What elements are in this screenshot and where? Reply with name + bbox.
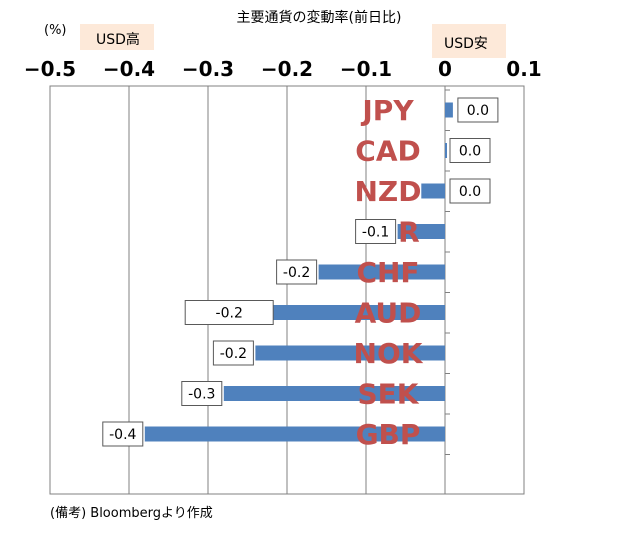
x-tick-label: −0.3 xyxy=(182,57,234,81)
data-label-chf: -0.2 xyxy=(283,265,310,281)
data-label-eur: -0.1 xyxy=(362,225,389,241)
data-label-nzd: 0.0 xyxy=(459,184,481,200)
source-note: (備考) Bloombergより作成 xyxy=(50,505,213,521)
bar-nzd xyxy=(421,183,445,199)
x-tick-label: 0.1 xyxy=(506,57,541,81)
data-label-gbp: -0.4 xyxy=(109,427,136,443)
chart-title: 主要通貨の変動率(前日比) xyxy=(237,9,402,26)
data-label-aud: -0.2 xyxy=(216,306,243,322)
data-label-box xyxy=(102,421,144,447)
data-label-box xyxy=(355,219,397,244)
bar-aud xyxy=(271,305,445,320)
data-labels: 0.0 0.0 0.0 -0.1 -0.2 -0.2 -0.2 -0.3 -0.4 xyxy=(102,97,499,447)
bar-chf xyxy=(318,264,445,280)
category-label-nzd: NZD xyxy=(355,175,422,208)
data-label-cad: 0.0 xyxy=(459,144,481,160)
category-label-chf: CHF xyxy=(356,256,419,289)
data-label-box xyxy=(449,178,491,204)
usd-strong-label: USD高 xyxy=(96,31,140,48)
category-label-nok: NOK xyxy=(354,337,424,370)
data-label-box xyxy=(276,259,318,285)
data-label-box xyxy=(457,97,499,123)
category-label-gbp: GBP xyxy=(356,418,421,451)
data-label-nok: -0.2 xyxy=(220,346,247,362)
category-labels: JPYCADNZDEURCHFAUDNOKSEKGBP xyxy=(354,94,424,451)
category-label-aud: AUD xyxy=(355,297,422,330)
bar-eur xyxy=(397,224,445,239)
x-tick-label: 0 xyxy=(438,57,452,81)
data-label-jpy: 0.0 xyxy=(467,103,489,119)
bar-sek xyxy=(223,386,445,401)
category-label-jpy: JPY xyxy=(360,94,414,127)
category-label-sek: SEK xyxy=(358,378,420,411)
usd-weak-label-bg xyxy=(432,24,506,58)
x-tick-labels: −0.5 −0.4 −0.3 −0.2 −0.1 0 0.1 xyxy=(24,57,542,81)
bar-nok xyxy=(255,345,445,361)
x-tick-label: −0.4 xyxy=(103,57,155,81)
category-label-cad: CAD xyxy=(355,135,420,168)
bar-cad xyxy=(445,143,447,158)
unit-label: (%) xyxy=(44,23,67,38)
x-tick-label: −0.1 xyxy=(340,57,392,81)
x-tick-label: −0.5 xyxy=(24,57,76,81)
data-label-sek: -0.3 xyxy=(188,387,215,403)
plot-area xyxy=(49,85,525,495)
data-label-box xyxy=(449,138,491,163)
bar-gbp xyxy=(144,426,446,442)
x-tick-label: −0.2 xyxy=(261,57,313,81)
data-label-box xyxy=(181,381,223,406)
data-label-box xyxy=(212,340,254,366)
usd-weak-label: USD安 xyxy=(444,36,488,52)
usd-strong-label-bg xyxy=(80,24,154,50)
data-label-box xyxy=(184,300,274,325)
bars xyxy=(144,102,453,442)
bar-jpy xyxy=(445,102,453,118)
